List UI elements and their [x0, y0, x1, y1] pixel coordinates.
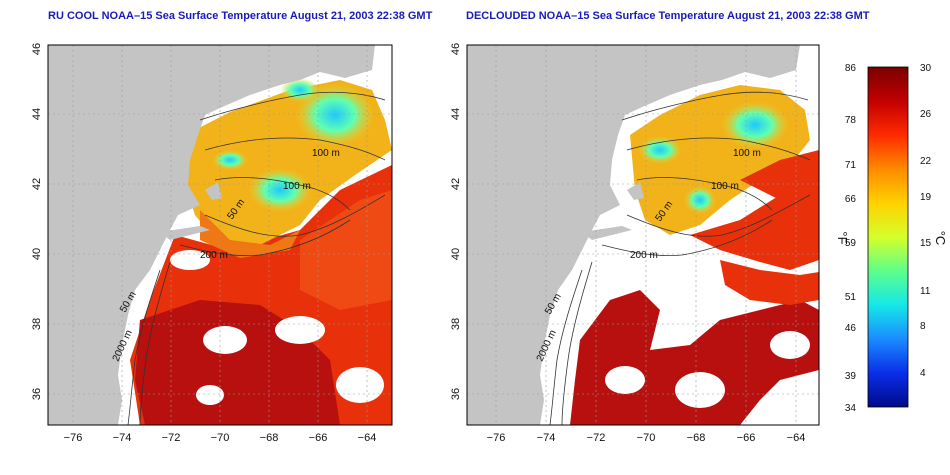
land-detail	[582, 226, 632, 240]
fahrenheit-tick-label: 86	[845, 63, 857, 74]
cold-water-patch	[295, 83, 375, 147]
contour-label: 200 m	[630, 250, 658, 261]
cold-water-patch	[212, 150, 248, 170]
x-tick-label: −68	[687, 432, 706, 444]
y-tick-label: 46	[450, 43, 462, 55]
fahrenheit-tick-label: 78	[845, 115, 857, 126]
x-tick-label: −74	[537, 432, 556, 444]
fahrenheit-tick-label: 59	[845, 238, 857, 249]
map-frame	[466, 44, 820, 426]
y-axis-right: 36 38 40 42 44 46	[450, 43, 462, 400]
orange-shelf-edge	[200, 210, 300, 258]
fahrenheit-tick-label: 46	[845, 323, 857, 334]
contour-label: 100 m	[711, 181, 739, 192]
cold-water-patch	[280, 78, 320, 102]
celsius-tick-label: 15	[920, 238, 932, 249]
cold-water-patch	[638, 136, 682, 164]
celsius-unit-label: °C	[933, 231, 948, 246]
y-tick-label: 46	[31, 43, 43, 55]
cloud-gap	[275, 316, 325, 344]
lat-lon-grid	[467, 45, 819, 425]
warm-offshore-region	[300, 190, 392, 310]
y-tick-label: 42	[31, 178, 43, 190]
contour-label: 100 m	[312, 148, 340, 159]
land-detail	[160, 226, 210, 240]
cloud-gap	[203, 326, 247, 354]
x-tick-label: −70	[211, 432, 230, 444]
lat-lon-grid	[48, 45, 392, 425]
map-title-left: RU COOL NOAA–15 Sea Surface Temperature …	[48, 10, 433, 22]
fahrenheit-tick-label: 66	[845, 194, 857, 205]
x-tick-label: −70	[637, 432, 656, 444]
celsius-tick-label: 30	[920, 63, 932, 74]
land-detail	[205, 182, 222, 200]
y-axis-left: 36 38 40 42 44 46	[31, 43, 43, 400]
cloud-gap	[336, 367, 384, 403]
x-tick-label: −74	[113, 432, 132, 444]
cloud-gap	[770, 331, 810, 359]
colorbar-gradient	[867, 66, 909, 408]
x-tick-label: −64	[358, 432, 377, 444]
map-title-right: DECLOUDED NOAA–15 Sea Surface Temperatur…	[466, 10, 870, 22]
cloud-gap	[196, 385, 224, 405]
fahrenheit-ticks: 86 78 71 66 59 51 46 39 34	[845, 63, 857, 414]
cold-water-patch	[684, 186, 716, 214]
land-mass	[48, 45, 375, 425]
x-tick-label: −64	[787, 432, 806, 444]
celsius-tick-label: 11	[920, 286, 931, 297]
contour-label: 200 m	[200, 250, 228, 261]
sst-map-left: 100 m 100 m 50 m 200 m 50 m 2000 m −76 −…	[31, 43, 393, 444]
fahrenheit-tick-label: 51	[845, 292, 857, 303]
contour-label: 100 m	[283, 181, 311, 192]
warm-water-region	[740, 150, 819, 200]
x-tick-label: −76	[487, 432, 506, 444]
cloud-gap	[664, 320, 696, 340]
fahrenheit-unit-label: °F	[835, 231, 850, 244]
celsius-ticks: 30 26 22 19 15 11 8 4	[920, 63, 932, 379]
land-mass	[467, 45, 800, 425]
bathymetry-contours	[549, 91, 811, 425]
x-tick-label: −72	[587, 432, 606, 444]
celsius-tick-label: 19	[920, 192, 932, 203]
x-tick-label: −66	[737, 432, 756, 444]
celsius-tick-label: 26	[920, 109, 932, 120]
cloud-gap	[675, 372, 725, 408]
y-tick-label: 36	[450, 388, 462, 400]
fahrenheit-tick-label: 71	[845, 160, 857, 171]
y-tick-label: 44	[31, 108, 43, 120]
x-axis-left: −76 −74 −72 −70 −68 −66 −64	[64, 432, 377, 444]
cold-water-patch	[721, 101, 789, 149]
y-tick-label: 38	[31, 318, 43, 330]
contour-label: 100 m	[733, 148, 761, 159]
y-tick-label: 38	[450, 318, 462, 330]
x-tick-label: −72	[162, 432, 181, 444]
x-axis-right: −76 −74 −72 −70 −68 −66 −64	[487, 432, 806, 444]
map-frame	[47, 44, 393, 426]
warm-water-region	[720, 260, 819, 305]
x-tick-label: −68	[260, 432, 279, 444]
y-tick-label: 36	[31, 388, 43, 400]
warm-water-region	[690, 180, 819, 270]
celsius-tick-label: 4	[920, 368, 926, 379]
land-detail	[627, 182, 644, 200]
y-tick-label: 44	[450, 108, 462, 120]
temperature-colorbar: 86 78 71 66 59 51 46 39 34 30 26 22 19 1…	[835, 63, 948, 414]
cloud-gap	[605, 366, 645, 394]
celsius-tick-label: 22	[920, 156, 932, 167]
x-tick-label: −76	[64, 432, 83, 444]
y-tick-label: 42	[450, 178, 462, 190]
fahrenheit-tick-label: 39	[845, 371, 857, 382]
fahrenheit-tick-label: 34	[845, 403, 857, 414]
cloud-gap	[170, 250, 210, 270]
y-tick-label: 40	[450, 248, 462, 260]
sst-map-right: 100 m 100 m 50 m 200 m 50 m 2000 m −76 −…	[450, 43, 820, 444]
bathymetry-contours	[127, 91, 386, 425]
y-tick-label: 40	[31, 248, 43, 260]
celsius-tick-label: 8	[920, 321, 926, 332]
x-tick-label: −66	[309, 432, 328, 444]
